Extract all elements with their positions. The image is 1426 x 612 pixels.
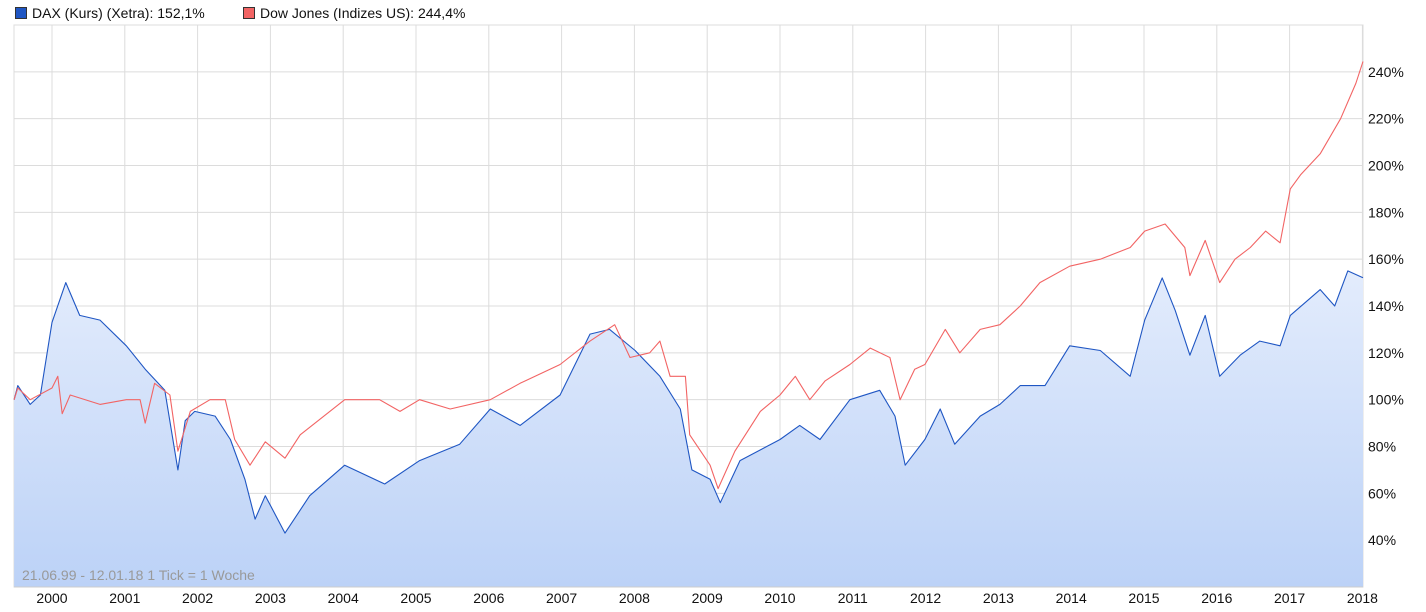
y-tick-label: 160%	[1368, 251, 1404, 267]
legend-item-dow[interactable]: Dow Jones (Indizes US): 244,4%	[243, 5, 465, 21]
x-tick-label: 2015	[1128, 590, 1159, 606]
y-tick-label: 200%	[1368, 158, 1404, 174]
period-note: 21.06.99 - 12.01.18 1 Tick = 1 Woche	[22, 567, 255, 583]
dax-line	[13, 270, 1364, 534]
y-tick-label: 60%	[1368, 485, 1396, 501]
x-tick-label: 2013	[983, 590, 1014, 606]
x-tick-label: 2001	[109, 590, 140, 606]
x-tick-label: 2014	[1056, 590, 1087, 606]
x-tick-label: 2002	[182, 590, 213, 606]
x-tick-label: 2005	[400, 590, 431, 606]
legend-label-dax: DAX (Kurs) (Xetra): 152,1%	[32, 5, 205, 21]
x-tick-label: 2004	[328, 590, 359, 606]
x-tick-label: 2003	[255, 590, 286, 606]
x-tick-label: 2016	[1201, 590, 1232, 606]
legend-label-dow: Dow Jones (Indizes US): 244,4%	[260, 5, 466, 21]
x-tick-label: 2008	[619, 590, 650, 606]
x-tick-label: 2010	[764, 590, 795, 606]
dax-swatch-icon	[15, 7, 27, 19]
y-tick-label: 220%	[1368, 111, 1404, 127]
y-tick-label: 180%	[1368, 204, 1404, 220]
x-tick-label: 2011	[838, 590, 868, 606]
y-tick-label: 120%	[1368, 345, 1404, 361]
x-tick-label: 2012	[910, 590, 941, 606]
y-tick-label: 100%	[1368, 392, 1404, 408]
y-tick-label: 140%	[1368, 298, 1404, 314]
x-tick-label: 2006	[473, 590, 504, 606]
dow-line	[13, 61, 1364, 490]
y-tick-label: 240%	[1368, 64, 1404, 80]
x-tick-label: 2000	[36, 590, 67, 606]
y-tick-label: 40%	[1368, 532, 1396, 548]
x-tick-label: 2018	[1347, 590, 1378, 606]
x-tick-label: 2007	[546, 590, 577, 606]
dow-swatch-icon	[243, 7, 255, 19]
x-tick-label: 2017	[1274, 590, 1305, 606]
x-tick-label: 2009	[692, 590, 723, 606]
y-tick-label: 80%	[1368, 439, 1396, 455]
dax-area-fill	[14, 270, 1364, 587]
legend-item-dax[interactable]: DAX (Kurs) (Xetra): 152,1%	[15, 5, 205, 21]
